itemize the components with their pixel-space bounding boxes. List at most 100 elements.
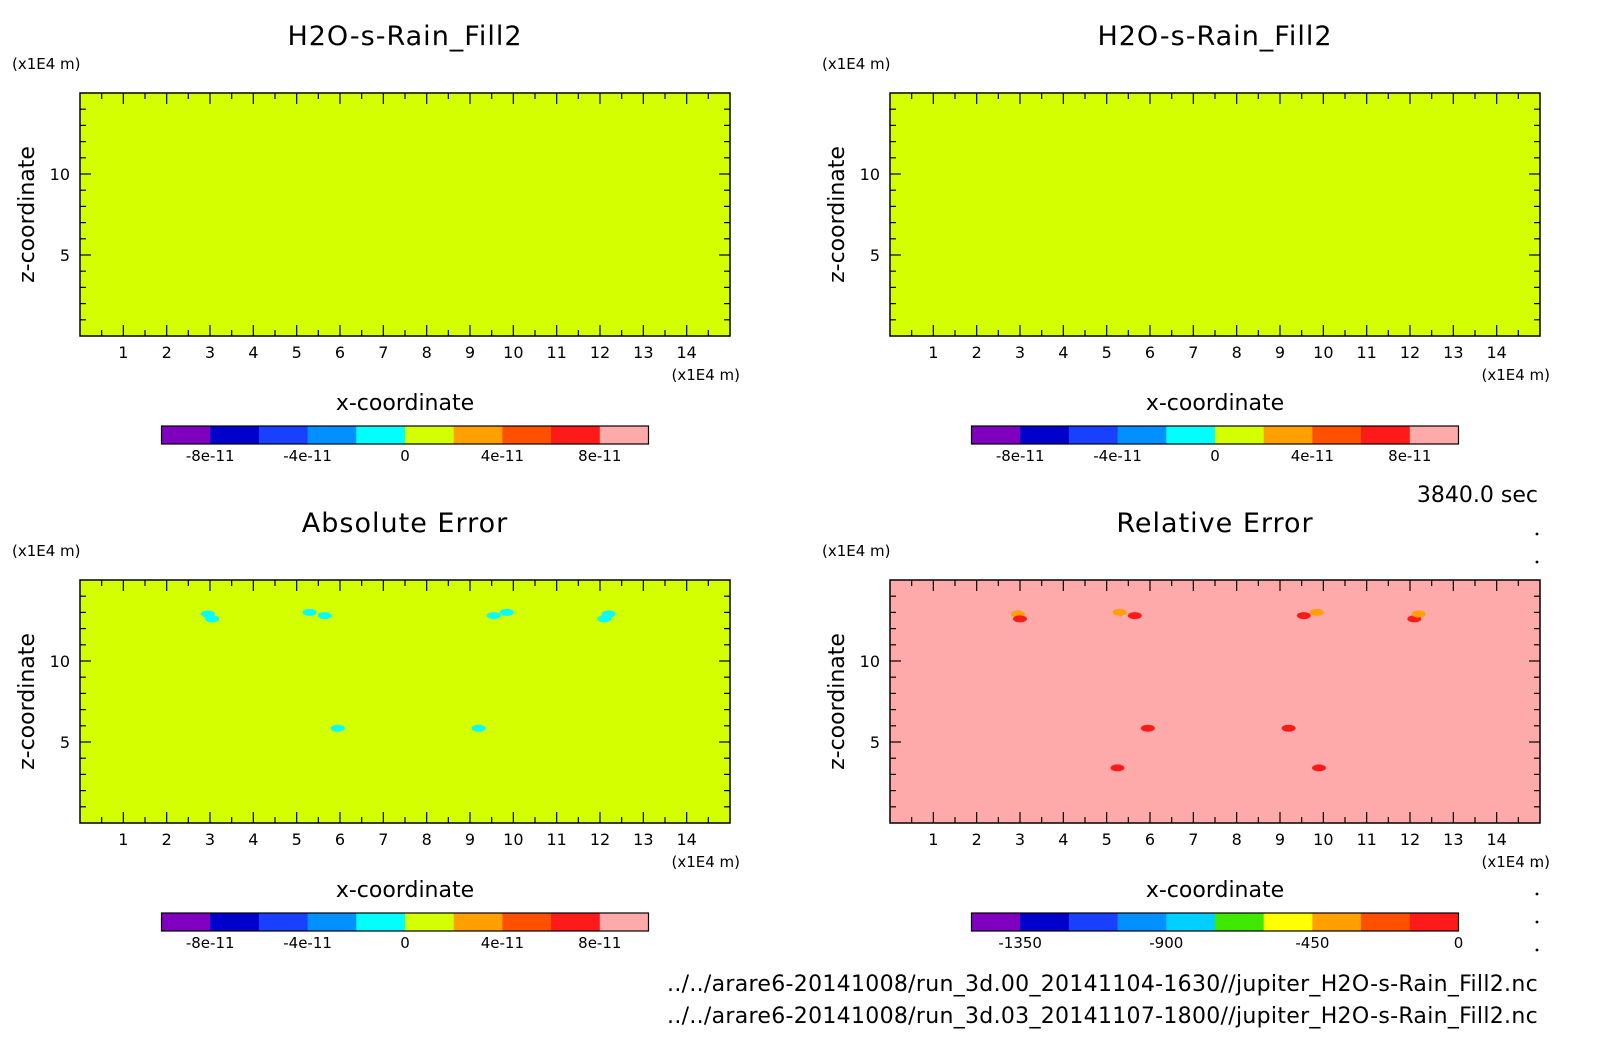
x-tick-label: 3 xyxy=(1015,830,1025,849)
colorbar-label: 0 xyxy=(400,447,410,465)
x-tick-label: 11 xyxy=(546,343,566,362)
x-tick-label: 9 xyxy=(465,343,475,362)
field-feature xyxy=(1127,612,1142,620)
field-feature xyxy=(601,610,616,618)
field-feature xyxy=(471,724,486,732)
x-unit-label: (x1E4 m) xyxy=(671,853,740,871)
x-tick-label: 6 xyxy=(335,343,345,362)
x-tick-label: 6 xyxy=(1145,343,1155,362)
x-tick-label: 5 xyxy=(292,830,302,849)
colorbar-label: 8e-11 xyxy=(578,447,621,465)
colorbar-segment xyxy=(551,426,601,444)
x-tick-label: 13 xyxy=(633,343,653,362)
colorbar-segment xyxy=(210,913,260,931)
x-tick-label: 4 xyxy=(1058,343,1068,362)
x-tick-label: 8 xyxy=(1232,343,1242,362)
x-tick-label: 8 xyxy=(422,343,432,362)
field-feature xyxy=(1281,724,1296,732)
colorbar-segment xyxy=(599,913,649,931)
x-tick-label: 2 xyxy=(972,343,982,362)
z-unit-label: (x1E4 m) xyxy=(12,55,81,73)
file-path-line-1: ../../arare6-20141008/run_3d.00_20141104… xyxy=(667,972,1538,997)
colorbar-segment xyxy=(1020,426,1070,444)
colorbar-segment xyxy=(599,426,649,444)
x-tick-label: 9 xyxy=(1275,343,1285,362)
z-axis-label: z-coordinate xyxy=(15,633,40,770)
x-axis-label: x-coordinate xyxy=(1146,391,1284,416)
colorbar-segment xyxy=(1117,426,1167,444)
colorbar-frame xyxy=(970,912,1460,932)
colorbar-segment xyxy=(453,913,503,931)
x-tick-label: 9 xyxy=(465,830,475,849)
x-tick-label: 1 xyxy=(118,830,128,849)
panel-title: H2O-s-Rain_Fill2 xyxy=(1097,21,1332,52)
x-tick-label: 8 xyxy=(1232,830,1242,849)
z-axis-label: z-coordinate xyxy=(825,146,850,283)
colorbar-segment xyxy=(161,913,211,931)
colorbar-segment xyxy=(453,426,503,444)
decorative-dot xyxy=(1535,892,1539,896)
field-feature xyxy=(302,608,317,616)
field-feature xyxy=(1013,615,1027,623)
x-tick-label: 12 xyxy=(1400,830,1420,849)
x-tick-label: 6 xyxy=(335,830,345,849)
colorbar-segment xyxy=(356,913,406,931)
colorbar-segment xyxy=(1166,913,1216,931)
colorbar-segment xyxy=(1068,913,1119,931)
z-tick-label: 10 xyxy=(50,165,70,184)
colorbar-segment xyxy=(405,913,455,931)
colorbar-segment xyxy=(210,426,260,444)
x-tick-label: 10 xyxy=(503,830,523,849)
x-tick-label: 5 xyxy=(1102,343,1112,362)
x-tick-label: 4 xyxy=(248,830,258,849)
field-fill xyxy=(80,580,730,823)
colorbar-segment xyxy=(307,426,357,444)
z-tick-label: 5 xyxy=(60,733,70,752)
x-tick-label: 1 xyxy=(928,343,938,362)
x-tick-label: 1 xyxy=(928,830,938,849)
field-feature xyxy=(1411,610,1426,618)
x-tick-label: 6 xyxy=(1145,830,1155,849)
field-fill xyxy=(80,93,730,336)
x-tick-label: 11 xyxy=(1356,343,1376,362)
decorative-dot xyxy=(1535,560,1539,564)
decorative-dot xyxy=(1535,532,1539,536)
x-tick-label: 12 xyxy=(590,830,610,849)
colorbar-segment xyxy=(1312,913,1362,931)
z-tick-label: 5 xyxy=(870,246,880,265)
z-tick-label: 10 xyxy=(50,652,70,671)
panel-title: H2O-s-Rain_Fill2 xyxy=(287,21,522,52)
colorbar-label: -8e-11 xyxy=(996,447,1045,465)
colorbar-segment xyxy=(551,913,601,931)
field-feature xyxy=(1312,764,1326,772)
z-unit-label: (x1E4 m) xyxy=(12,542,81,560)
x-tick-label: 11 xyxy=(1356,830,1376,849)
x-tick-label: 13 xyxy=(1443,343,1463,362)
colorbar-segment xyxy=(258,913,309,931)
x-tick-label: 13 xyxy=(633,830,653,849)
colorbar-segment xyxy=(1215,913,1265,931)
colorbar-segment xyxy=(161,426,211,444)
colorbar-segment xyxy=(1117,913,1167,931)
colorbar-label: -900 xyxy=(1149,934,1183,952)
x-axis-label: x-coordinate xyxy=(336,878,474,903)
field-feature xyxy=(330,724,345,732)
colorbar: -8e-11 -4e-11 0 4e-11 8e-11 xyxy=(160,912,650,952)
z-tick-label: 5 xyxy=(60,246,70,265)
z-unit-label: (x1E4 m) xyxy=(822,542,891,560)
x-tick-label: 2 xyxy=(972,830,982,849)
x-tick-label: 14 xyxy=(1486,830,1506,849)
colorbar-segment xyxy=(1361,913,1411,931)
x-axis-label: x-coordinate xyxy=(1146,878,1284,903)
x-tick-label: 9 xyxy=(1275,830,1285,849)
x-tick-label: 14 xyxy=(676,830,696,849)
colorbar-segment xyxy=(1409,426,1459,444)
colorbar-label: -8e-11 xyxy=(186,934,235,952)
colorbar: -8e-11 -4e-11 0 4e-11 8e-11 xyxy=(160,425,650,465)
colorbar: -8e-11 -4e-11 0 4e-11 8e-11 xyxy=(970,425,1460,465)
z-tick-label: 10 xyxy=(860,165,880,184)
colorbar-label: 8e-11 xyxy=(578,934,621,952)
colorbar-label: -4e-11 xyxy=(1093,447,1142,465)
colorbar-segment xyxy=(1068,426,1119,444)
colorbar-segment xyxy=(1215,426,1265,444)
